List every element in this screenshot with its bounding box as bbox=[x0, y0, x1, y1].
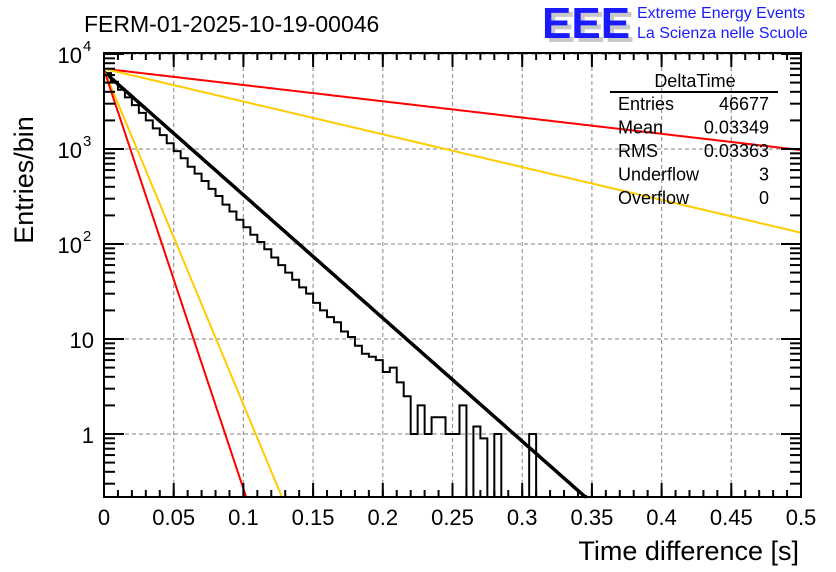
x-tick-label: 0.15 bbox=[292, 505, 335, 530]
fit-curves bbox=[102, 67, 802, 499]
x-axis-title: Time difference [s] bbox=[578, 536, 799, 566]
stats-label: Overflow bbox=[618, 188, 690, 208]
x-tick-label: 0.45 bbox=[710, 505, 753, 530]
logo-mark-shadow: EEE bbox=[546, 3, 634, 52]
stats-value: 0.03363 bbox=[704, 141, 769, 161]
x-tick-label: 0.05 bbox=[152, 505, 195, 530]
stats-box: DeltaTime Entries 46677 Mean 0.03349 RMS 0.03… bbox=[610, 71, 778, 208]
stats-value: 3 bbox=[759, 165, 769, 185]
stats-value: 0 bbox=[759, 188, 769, 208]
logo-mark: EEE bbox=[542, 0, 630, 48]
y-tick-label: 10 bbox=[58, 138, 82, 163]
eee-logo: EEE EEE Extreme Energy Events La Scienza… bbox=[542, 0, 808, 52]
stats-value: 0.03349 bbox=[704, 118, 769, 138]
x-tick-label: 0.35 bbox=[570, 505, 613, 530]
y-tick-exponent: 2 bbox=[83, 228, 91, 245]
stats-label: Entries bbox=[618, 94, 674, 114]
y-tick-exponent: 4 bbox=[83, 38, 91, 55]
y-tick-label: 10 bbox=[58, 233, 82, 258]
y-tick-label: 10 bbox=[58, 43, 82, 68]
y-tick-label: 1 bbox=[82, 423, 94, 448]
y-axis-title: Entries/bin bbox=[9, 116, 39, 244]
curve-yellow-slow bbox=[103, 67, 802, 234]
curve-fit bbox=[102, 70, 588, 499]
curve-yellow-fast bbox=[103, 69, 284, 498]
stats-value: 46677 bbox=[719, 94, 769, 114]
stats-label: Underflow bbox=[618, 165, 700, 185]
stats-label: Mean bbox=[618, 118, 663, 138]
x-tick-label: 0 bbox=[98, 505, 110, 530]
logo-line1: Extreme Energy Events bbox=[637, 5, 805, 22]
curve-red-fast bbox=[103, 69, 248, 498]
y-tick-label: 10 bbox=[70, 328, 94, 353]
stats-label: RMS bbox=[618, 141, 658, 161]
x-tick-label: 0.5 bbox=[786, 505, 817, 530]
grid bbox=[104, 53, 801, 497]
x-tick-label: 0.4 bbox=[646, 505, 677, 530]
y-tick-exponent: 3 bbox=[83, 133, 91, 150]
x-tick-label: 0.2 bbox=[368, 505, 399, 530]
x-tick-label: 0.1 bbox=[228, 505, 259, 530]
x-tick-label: 0.3 bbox=[507, 505, 538, 530]
curve-red-slow bbox=[103, 67, 802, 152]
x-axis: 0 0.05 0.1 0.15 0.2 0.25 0.3 0.35 0.4 0.45 0.5 bbox=[98, 53, 816, 530]
stats-title: DeltaTime bbox=[654, 71, 735, 91]
chart-title: FERM-01-2025-10-19-00046 bbox=[84, 11, 379, 37]
x-tick-label: 0.25 bbox=[431, 505, 474, 530]
logo-line2: La Scienza nelle Scuole bbox=[637, 25, 808, 42]
